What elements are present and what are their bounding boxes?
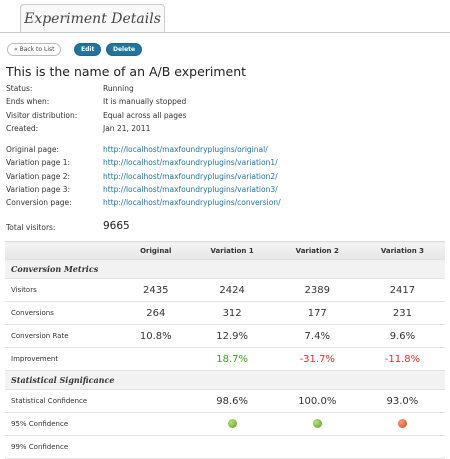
cell: -31.7%	[274, 347, 360, 371]
cell: 100.0%	[274, 389, 360, 413]
header-cell: Original	[122, 241, 190, 260]
detail-label: Ends when:	[6, 97, 50, 106]
detail-value: Running	[103, 84, 134, 93]
pass-icon	[227, 419, 237, 428]
row: 95% Confidence	[5, 412, 445, 436]
cell	[359, 435, 445, 459]
cell	[122, 389, 190, 413]
header-cell	[5, 241, 122, 260]
page-label: Variation page 1:	[6, 158, 71, 167]
cell: 18.7%	[189, 347, 275, 371]
row: Conversion Rate 10.8% 12.9% 7.4% 9.6%	[5, 324, 445, 348]
page-label: Original page:	[6, 145, 59, 154]
row: Improvement 18.7% -31.7% -11.8%	[5, 347, 445, 371]
detail-label: Created:	[6, 124, 39, 133]
row-label: Improvement	[5, 347, 122, 371]
row-label: 99% Confidence	[5, 435, 122, 459]
cell: 98.6%	[189, 389, 275, 413]
row-label: Conversion Rate	[5, 324, 122, 348]
cell	[274, 412, 360, 436]
row-label: 95% Confidence	[5, 412, 122, 436]
cell: 10.8%	[122, 324, 190, 348]
page-label: Conversion page:	[6, 198, 72, 207]
header-cell: Variation 1	[189, 241, 275, 260]
tab[interactable]: Experiment Details	[20, 4, 165, 33]
results-table: Original Variation 1 Variation 2 Variati…	[5, 241, 445, 459]
section-row: Conversion Metrics	[5, 259, 445, 279]
tab-line	[0, 32, 450, 33]
cell	[359, 412, 445, 436]
cell: 177	[274, 301, 360, 325]
header-row: Original Variation 1 Variation 2 Variati…	[5, 241, 445, 260]
header-cell: Variation 3	[359, 241, 445, 260]
section-row: Statistical Significance	[5, 370, 445, 390]
cell: 9.6%	[359, 324, 445, 348]
cell: 231	[359, 301, 445, 325]
back-button[interactable]: « Back to List	[7, 43, 62, 56]
cell: 2424	[189, 278, 275, 302]
section-title: Statistical Significance	[5, 370, 445, 390]
pass-icon	[312, 419, 322, 428]
detail-value: Jan 21, 2011	[103, 124, 151, 133]
detail-value: Equal across all pages	[103, 111, 187, 120]
total-value: 9665	[103, 220, 130, 232]
cell: 7.4%	[274, 324, 360, 348]
detail-value: It is manually stopped	[103, 97, 187, 106]
cell	[274, 435, 360, 459]
cell	[122, 412, 190, 436]
page-label: Variation page 3:	[6, 185, 71, 194]
cell: -11.8%	[359, 347, 445, 371]
cell: 93.0%	[359, 389, 445, 413]
cell	[122, 347, 190, 371]
cell	[122, 435, 190, 459]
page-url[interactable]: http://localhost/maxfoundryplugins/conve…	[103, 198, 281, 207]
page-url[interactable]: http://localhost/maxfoundryplugins/varia…	[103, 158, 278, 167]
row-label: Visitors	[5, 278, 122, 302]
delete-button[interactable]: Delete	[106, 43, 143, 56]
cell: 2435	[122, 278, 190, 302]
edit-button[interactable]: Edit	[74, 43, 102, 56]
row: Statistical Confidence 98.6% 100.0% 93.0%	[5, 389, 445, 413]
cell: 312	[189, 301, 275, 325]
row-label: Statistical Confidence	[5, 389, 122, 413]
detail-label: Status:	[6, 84, 33, 93]
fail-icon	[397, 419, 407, 428]
page-label: Variation page 2:	[6, 172, 71, 181]
cell: 12.9%	[189, 324, 275, 348]
page-url[interactable]: http://localhost/maxfoundryplugins/varia…	[103, 172, 278, 181]
cell	[189, 412, 275, 436]
page-url[interactable]: http://localhost/maxfoundryplugins/origi…	[103, 145, 268, 154]
cell: 264	[122, 301, 190, 325]
total-label: Total visitors:	[6, 223, 56, 232]
experiment-title: This is the name of an A/B experiment	[6, 64, 247, 79]
section-title: Conversion Metrics	[5, 259, 445, 279]
row-label: Conversions	[5, 301, 122, 325]
row: Visitors 2435 2424 2389 2417	[5, 278, 445, 302]
header-cell: Variation 2	[274, 241, 360, 260]
row: 99% Confidence	[5, 435, 445, 459]
page-url[interactable]: http://localhost/maxfoundryplugins/varia…	[103, 185, 278, 194]
cell	[189, 435, 275, 459]
detail-label: Visitor distribution:	[6, 111, 78, 120]
cell: 2389	[274, 278, 360, 302]
cell: 2417	[359, 278, 445, 302]
row: Conversions 264 312 177 231	[5, 301, 445, 325]
